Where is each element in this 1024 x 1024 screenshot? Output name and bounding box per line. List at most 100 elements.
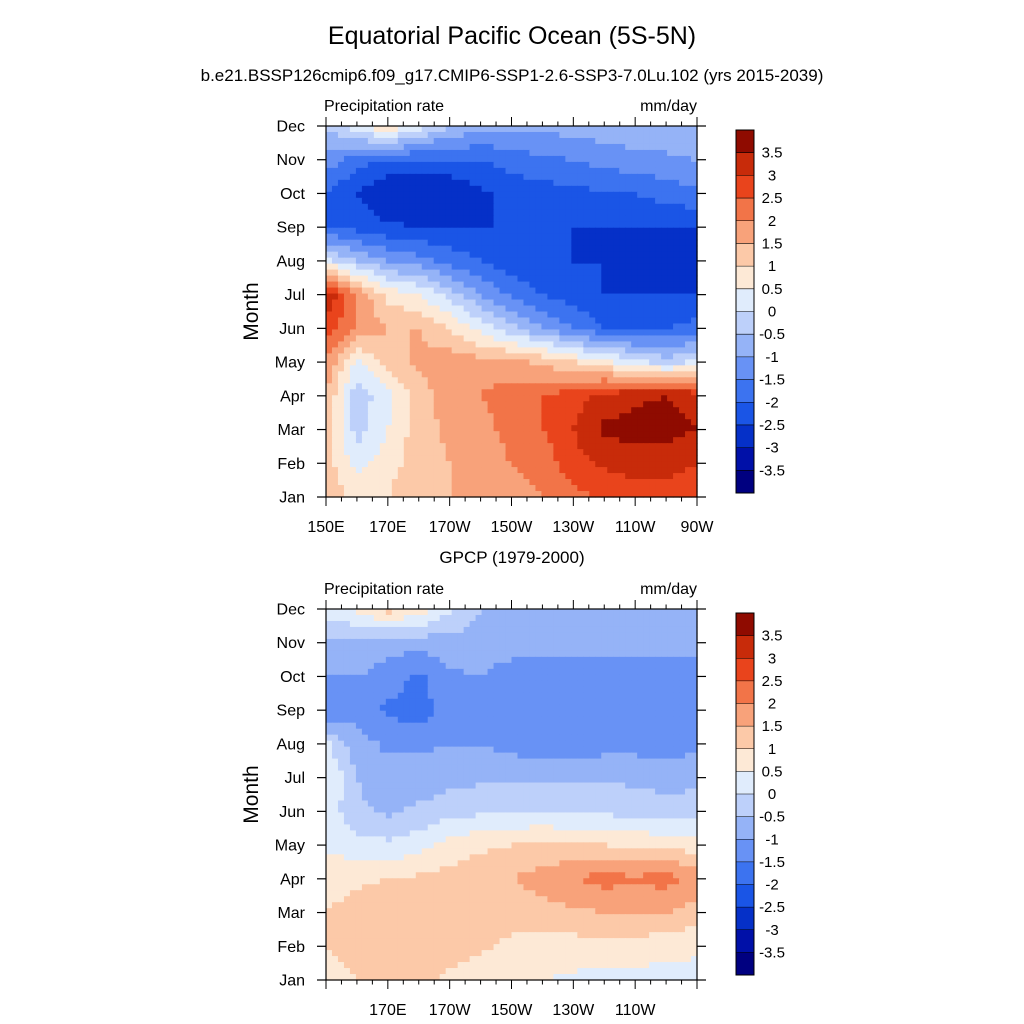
heatmap-cell xyxy=(421,383,429,390)
heatmap-cell xyxy=(373,251,381,259)
heatmap-cell xyxy=(643,473,650,480)
heatmap-cell xyxy=(589,137,596,145)
heatmap-cell xyxy=(343,221,351,229)
heatmap-cell xyxy=(499,263,507,271)
heatmap-cell xyxy=(415,245,423,253)
heatmap-cell xyxy=(583,365,590,372)
heatmap-cell xyxy=(439,281,447,289)
heatmap-cell xyxy=(565,680,572,688)
heatmap-cell xyxy=(559,449,566,456)
heatmap-cell xyxy=(565,401,572,408)
heatmap-cell xyxy=(343,620,351,628)
heatmap-cell xyxy=(379,401,387,408)
heatmap-cell xyxy=(619,609,626,616)
heatmap-cell xyxy=(397,377,405,384)
heatmap-cell xyxy=(577,335,584,343)
heatmap-cell xyxy=(685,221,692,229)
heatmap-cell xyxy=(427,419,435,426)
heatmap-cell xyxy=(403,233,411,241)
heatmap-cell xyxy=(523,179,531,187)
heatmap-cell xyxy=(565,491,572,498)
heatmap-cell xyxy=(355,383,363,390)
heatmap-cell xyxy=(685,449,692,456)
heatmap-cell xyxy=(451,143,459,151)
heatmap-cell xyxy=(469,632,477,640)
heatmap-cell xyxy=(631,209,638,217)
heatmap-cell xyxy=(613,644,620,652)
heatmap-cell xyxy=(637,341,644,348)
heatmap-cell xyxy=(565,668,572,676)
heatmap-cell xyxy=(421,632,429,640)
heatmap-cell xyxy=(439,209,447,217)
heatmap-cell xyxy=(481,131,489,139)
heatmap-cell xyxy=(403,662,411,670)
heatmap-cell xyxy=(679,377,686,384)
heatmap-cell xyxy=(547,620,554,628)
heatmap-cell xyxy=(475,335,483,343)
heatmap-cell xyxy=(373,275,381,283)
heatmap-cell xyxy=(367,221,375,229)
heatmap-cell xyxy=(457,401,465,408)
heatmap-cell xyxy=(673,197,680,205)
heatmap-cell xyxy=(625,311,632,319)
heatmap-cell xyxy=(607,155,614,163)
heatmap-cell xyxy=(337,167,345,175)
heatmap-cell xyxy=(679,662,686,670)
heatmap-cell xyxy=(331,179,339,187)
heatmap-cell xyxy=(577,371,584,378)
heatmap-cell xyxy=(583,287,590,295)
heatmap-cell xyxy=(589,311,596,319)
heatmap-cell xyxy=(661,131,668,139)
heatmap-cell xyxy=(637,632,644,640)
heatmap-cell xyxy=(439,263,447,271)
heatmap-cell xyxy=(565,143,572,151)
heatmap-cell xyxy=(409,467,417,474)
heatmap-cell xyxy=(595,287,602,295)
heatmap-cell xyxy=(547,407,554,414)
heatmap-cell xyxy=(613,620,620,628)
heatmap-cell xyxy=(457,239,465,247)
heatmap-cell xyxy=(343,215,351,223)
heatmap-cell xyxy=(475,674,483,682)
heatmap-cell xyxy=(571,209,578,217)
heatmap-cell xyxy=(673,269,680,277)
heatmap-cell xyxy=(379,239,387,247)
heatmap-cell xyxy=(535,155,543,163)
heatmap-cell xyxy=(475,263,483,271)
heatmap-cell xyxy=(397,323,405,331)
heatmap-cell xyxy=(559,632,566,640)
colorbar-swatch xyxy=(736,175,754,199)
heatmap-cell xyxy=(601,620,608,628)
heatmap-cell xyxy=(427,317,435,325)
heatmap-cell xyxy=(355,311,363,319)
heatmap-cell xyxy=(535,167,543,175)
heatmap-cell xyxy=(595,401,602,408)
heatmap-cell xyxy=(505,323,513,331)
heatmap-cell xyxy=(571,281,578,289)
heatmap-cell xyxy=(661,644,668,652)
heatmap-cell xyxy=(463,209,471,217)
heatmap-cell xyxy=(541,143,548,151)
heatmap-cell xyxy=(505,126,513,133)
heatmap-cell xyxy=(691,461,698,468)
heatmap-cell xyxy=(326,644,333,652)
heatmap-cell xyxy=(343,233,351,241)
heatmap-cell xyxy=(469,341,477,348)
heatmap-cell xyxy=(445,698,453,706)
heatmap-cell xyxy=(427,431,435,438)
heatmap-cell xyxy=(493,485,501,492)
heatmap-cell xyxy=(553,371,560,378)
heatmap-cell xyxy=(433,209,441,217)
heatmap-cell xyxy=(571,203,578,211)
heatmap-cell xyxy=(397,609,405,616)
heatmap-cell xyxy=(691,632,698,640)
heatmap-cell xyxy=(427,233,435,241)
heatmap-cell xyxy=(397,644,405,652)
heatmap-cell xyxy=(337,668,345,676)
heatmap-cell xyxy=(415,377,423,384)
heatmap-cell xyxy=(451,311,459,319)
heatmap-cell xyxy=(499,437,507,444)
heatmap-cell xyxy=(607,443,614,450)
heatmap-cell xyxy=(541,251,548,259)
heatmap-cell xyxy=(427,485,435,492)
